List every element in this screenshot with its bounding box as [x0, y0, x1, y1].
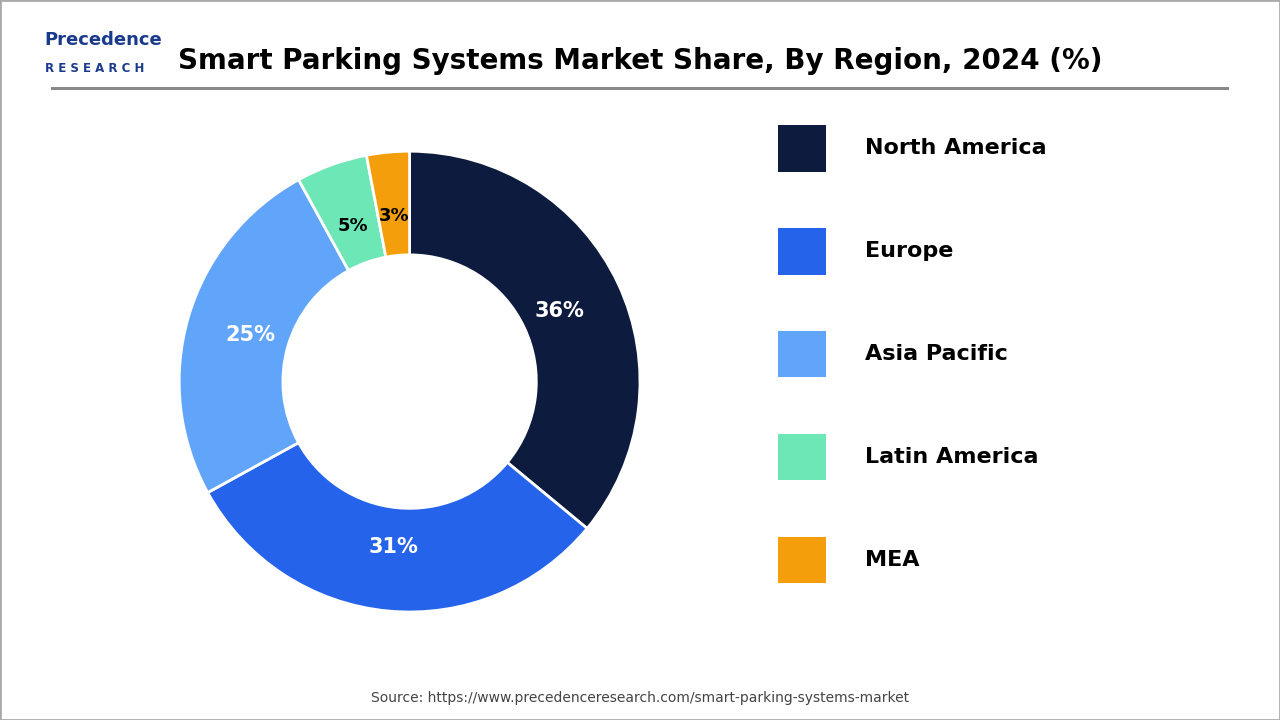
- Text: 3%: 3%: [379, 207, 410, 225]
- Wedge shape: [207, 443, 588, 612]
- Wedge shape: [179, 180, 348, 492]
- Text: Europe: Europe: [865, 241, 954, 261]
- Wedge shape: [366, 151, 410, 257]
- Text: 31%: 31%: [369, 536, 419, 557]
- Text: 25%: 25%: [225, 325, 275, 346]
- Wedge shape: [298, 156, 385, 271]
- Text: Precedence: Precedence: [45, 30, 163, 49]
- Text: Asia Pacific: Asia Pacific: [865, 344, 1009, 364]
- Text: Latin America: Latin America: [865, 447, 1039, 467]
- Text: Smart Parking Systems Market Share, By Region, 2024 (%): Smart Parking Systems Market Share, By R…: [178, 48, 1102, 75]
- Text: R E S E A R C H: R E S E A R C H: [45, 62, 145, 75]
- FancyBboxPatch shape: [778, 125, 827, 171]
- Text: MEA: MEA: [865, 550, 920, 570]
- Text: 36%: 36%: [535, 301, 585, 321]
- Text: Source: https://www.precedenceresearch.com/smart-parking-systems-market: Source: https://www.precedenceresearch.c…: [371, 691, 909, 706]
- Wedge shape: [410, 151, 640, 528]
- FancyBboxPatch shape: [778, 536, 827, 583]
- FancyBboxPatch shape: [778, 433, 827, 480]
- FancyBboxPatch shape: [778, 228, 827, 274]
- FancyBboxPatch shape: [778, 330, 827, 377]
- Text: 5%: 5%: [338, 217, 369, 235]
- Text: North America: North America: [865, 138, 1047, 158]
